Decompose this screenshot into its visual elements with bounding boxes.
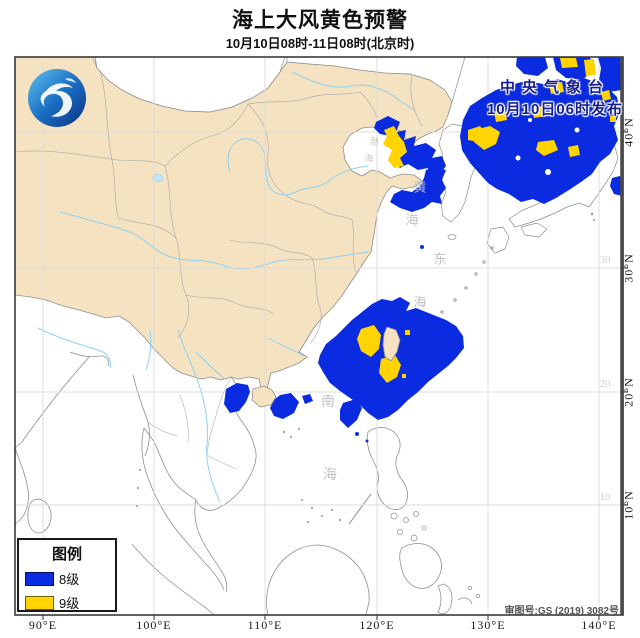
sea-label-nanhai-2: 海 bbox=[323, 466, 337, 482]
map-frame bbox=[14, 56, 628, 620]
legend-label-8: 8级 bbox=[59, 572, 80, 587]
mongolia-landmass bbox=[94, 56, 286, 113]
jeju-island bbox=[447, 234, 457, 240]
warning-yellow-sea bbox=[390, 168, 446, 212]
borneo-landmass bbox=[266, 544, 370, 616]
taiwan-island bbox=[382, 326, 401, 362]
sea-label-donghai-1: 东 bbox=[433, 251, 447, 267]
warning9-bohai-strait bbox=[383, 126, 407, 168]
legend-item-8: 8级 bbox=[25, 569, 115, 588]
warning-tonkin-gulf bbox=[224, 383, 250, 413]
province-borders bbox=[14, 69, 423, 345]
warning-top-a bbox=[516, 57, 548, 76]
legend-swatch-yellow bbox=[25, 595, 54, 610]
warning-east-japan bbox=[610, 176, 622, 196]
warning-se-hainan bbox=[270, 393, 299, 419]
warning9-js-e bbox=[549, 82, 564, 94]
legend-swatch-blue bbox=[25, 571, 54, 586]
warning9-speck-b bbox=[402, 374, 406, 378]
agency-annotation: 中央气象台 10月10日06时发布 bbox=[470, 76, 640, 119]
philippines-visayas bbox=[390, 511, 427, 542]
warning-top-c bbox=[598, 57, 622, 92]
sea-label-huanghai-1: 黄 bbox=[413, 179, 427, 195]
palawan-island bbox=[348, 493, 372, 525]
lon-label-120e: 120°E bbox=[359, 618, 395, 632]
rivers bbox=[37, 71, 415, 503]
lat-label-30n: 30°N bbox=[621, 253, 636, 283]
warning9-js-a bbox=[474, 126, 500, 150]
scattered-islets bbox=[136, 212, 595, 523]
warning9-js-f bbox=[568, 145, 580, 157]
inline-lat-20: 20 bbox=[599, 378, 611, 390]
legend-item-9: 9级 bbox=[25, 593, 115, 612]
warning9-js-d bbox=[536, 140, 558, 156]
lat-label-10n: 10°N bbox=[621, 490, 636, 520]
indochina-borders bbox=[147, 376, 238, 470]
issue-time: 10月10日06时发布 bbox=[486, 101, 624, 118]
warning-guangdong-speck bbox=[302, 394, 313, 404]
legend-label-9: 9级 bbox=[59, 596, 80, 611]
philippines-mindanao bbox=[399, 543, 442, 589]
warning9-se-taiwan bbox=[379, 355, 401, 383]
warning-speck-b1 bbox=[355, 432, 359, 436]
agency-name: 中央气象台 bbox=[499, 79, 610, 96]
page-subtitle: 10月10日08时-11日08时(北京时) bbox=[225, 36, 415, 51]
warning9-taiwan-strait bbox=[357, 325, 381, 357]
legend: 图例 8级 9级 bbox=[17, 538, 117, 612]
warning-speck-ecs bbox=[420, 245, 424, 249]
sri-lanka-island bbox=[27, 498, 52, 534]
warning-bashi bbox=[340, 399, 362, 428]
cma-logo-icon bbox=[28, 69, 86, 127]
map-review-number: 审图号:GS (2019) 3082号 bbox=[504, 606, 620, 617]
warning9-js-g bbox=[584, 59, 596, 76]
philippines-luzon bbox=[366, 427, 408, 510]
warning-holes bbox=[515, 118, 580, 175]
sea-label-nanhai-1: 南 bbox=[321, 393, 335, 409]
legend-title: 图例 bbox=[51, 546, 82, 563]
warning-areas-9 bbox=[357, 58, 616, 383]
inline-lat-30: 30 bbox=[599, 254, 611, 266]
warning9-js-h bbox=[601, 90, 611, 101]
warning9-js-c bbox=[531, 106, 546, 118]
lat-label-40n: 40°N bbox=[621, 117, 636, 147]
sea-label-bohai-1: 渤 bbox=[369, 136, 379, 147]
sulawesi-islands bbox=[437, 583, 480, 615]
landmasses bbox=[14, 56, 619, 616]
lon-label-90e: 90°E bbox=[28, 618, 58, 632]
warning-japan-sea bbox=[460, 78, 620, 204]
warning9-js-b bbox=[494, 110, 507, 122]
japan-shikoku bbox=[520, 222, 548, 238]
warning-speck-b2 bbox=[365, 439, 369, 443]
lon-label-100e: 100°E bbox=[136, 618, 172, 632]
warning9-speck-a bbox=[405, 330, 410, 335]
hainan-island bbox=[251, 385, 277, 408]
sea-label-bohai-2: 海 bbox=[364, 153, 374, 164]
warning9-js-i bbox=[610, 116, 616, 122]
russia-landmass bbox=[286, 56, 466, 103]
lon-label-140e: 140°E bbox=[581, 618, 617, 632]
warning9-top bbox=[560, 58, 578, 68]
sea-label-donghai-2: 海 bbox=[413, 294, 427, 310]
indochina-coast bbox=[14, 351, 257, 616]
page-title: 海上大风黄色预警 bbox=[232, 9, 408, 32]
inline-lat-10: 10 bbox=[599, 491, 611, 503]
lon-label-130e: 130°E bbox=[470, 618, 506, 632]
lon-label-110e: 110°E bbox=[247, 618, 283, 632]
sea-label-huanghai-2: 海 bbox=[405, 212, 419, 228]
lat-label-20n: 20°N bbox=[621, 377, 636, 407]
japan-kyushu bbox=[486, 226, 510, 254]
